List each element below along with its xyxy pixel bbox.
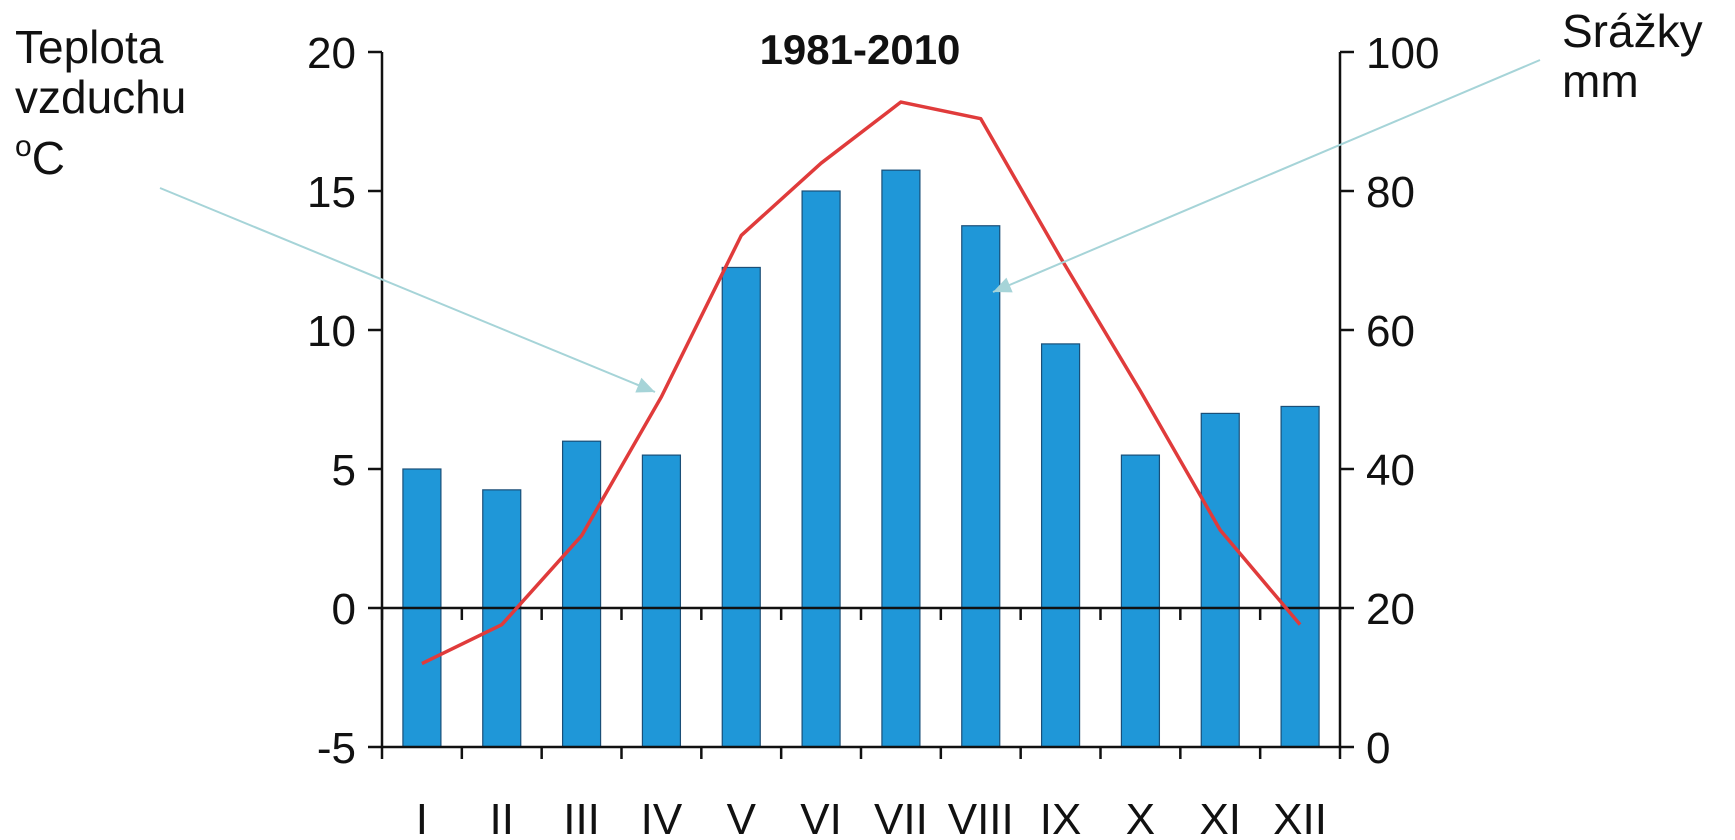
precipitation-annotation: Srážky mm: [1562, 6, 1703, 106]
x-tick-label-XI: XI: [1199, 795, 1241, 840]
x-tick-label-V: V: [727, 795, 757, 840]
x-tick-label-X: X: [1126, 795, 1155, 840]
x-tick-label-I: I: [416, 795, 428, 840]
x-axis-tick-labels: I II III IV V VI VII VIII IX X XI XII: [416, 795, 1327, 840]
precipitation-pointer: [992, 59, 1541, 293]
x-tick-label-IV: IV: [641, 795, 683, 840]
temperature-unit: C: [31, 132, 65, 184]
left-tick-label: 5: [332, 446, 356, 495]
bar-IX: [1040, 343, 1081, 748]
temperature-annotation-line2: vzduchu: [15, 71, 187, 123]
right-tick-label: 0: [1366, 724, 1390, 773]
temperature-line: [421, 100, 1302, 666]
x-tick-label-VIII: VIII: [948, 795, 1014, 840]
left-tick-label: -5: [317, 724, 356, 773]
x-tick-label-XII: XII: [1273, 795, 1327, 840]
left-tick-label: 15: [307, 168, 356, 217]
bar-VII: [881, 169, 921, 748]
chart-title: 1981-2010: [760, 26, 961, 73]
x-tick-label-IX: IX: [1040, 795, 1082, 840]
bar-XII: [1280, 405, 1320, 748]
right-tick-label: 100: [1366, 29, 1439, 78]
temperature-annotation-unit-line: oC: [15, 122, 186, 183]
precipitation-annotation-line1: Srážky: [1562, 5, 1703, 57]
temperature-pointer-head: [635, 377, 655, 393]
bar-VI: [801, 190, 841, 748]
left-tick-label: 10: [307, 307, 356, 356]
bar-III: [561, 440, 602, 748]
right-tick-label: 40: [1366, 446, 1415, 495]
right-tick-label: 60: [1366, 307, 1415, 356]
temperature-pointer: [159, 187, 656, 393]
bar-X: [1120, 454, 1161, 748]
temperature-line-group: [421, 100, 1302, 666]
x-tick-label-II: II: [490, 795, 514, 840]
x-tick-label-III: III: [563, 795, 600, 840]
bar-II: [482, 489, 522, 748]
bar-IV: [641, 454, 682, 748]
temperature-annotation-line1: Teplota: [15, 21, 164, 73]
left-tick-label: 0: [332, 585, 356, 634]
x-tick-label-VII: VII: [874, 795, 928, 840]
precipitation-bars: [402, 169, 1320, 748]
temperature-annotation: Teplota vzduchu oC: [15, 22, 186, 183]
bar-VIII: [961, 225, 1001, 748]
degree-sign: o: [15, 130, 32, 163]
left-tick-label: 20: [307, 29, 356, 78]
right-tick-label: 80: [1366, 168, 1415, 217]
right-axis-tick-labels: 100 80 60 40 20 0: [1366, 29, 1439, 773]
bar-XI: [1200, 412, 1240, 748]
precipitation-pointer-head: [993, 277, 1013, 293]
annotation-pointers: [159, 59, 1541, 393]
precipitation-annotation-line2: mm: [1562, 55, 1639, 107]
axes: [368, 50, 1354, 759]
left-axis-tick-labels: 20 15 10 5 0 -5: [307, 29, 356, 773]
bar-V: [721, 266, 761, 748]
right-tick-label: 20: [1366, 585, 1415, 634]
x-tick-label-VI: VI: [800, 795, 842, 840]
